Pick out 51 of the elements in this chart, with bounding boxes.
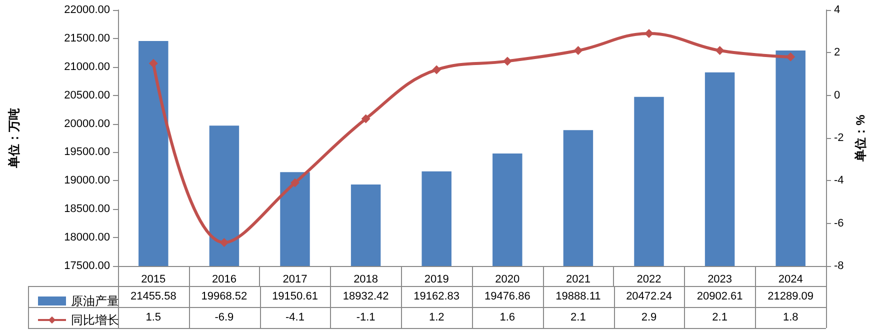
x-tick-label: 2016 xyxy=(212,274,236,286)
data-label: 1.5 xyxy=(146,312,162,324)
y2-tick-label: -6 xyxy=(834,217,844,230)
data-label: 1.8 xyxy=(782,312,798,324)
y2-tick-label: 0 xyxy=(834,89,840,102)
data-label: 21289.09 xyxy=(768,290,814,302)
y-tick-label: 18000.00 xyxy=(64,232,110,244)
y-tick-label: 19000.00 xyxy=(64,174,110,187)
y2-tick-label: 4 xyxy=(834,4,840,16)
data-label: 20902.61 xyxy=(696,290,743,302)
y-tick-label: 19500.00 xyxy=(64,146,110,158)
x-tick-label: 2015 xyxy=(141,274,166,286)
y2-tick-label: -4 xyxy=(834,174,844,187)
x-tick-label: 2022 xyxy=(636,274,662,286)
data-label: 1.2 xyxy=(428,312,444,324)
y2-tick-label: 2 xyxy=(834,46,840,59)
y-axis-title: 单位：万吨 xyxy=(7,108,21,169)
x-tick-label: 2024 xyxy=(778,274,803,286)
x-tick-label: 2020 xyxy=(495,274,520,286)
data-label: 19888.11 xyxy=(556,290,601,302)
y-tick-label: 21500.00 xyxy=(64,32,110,44)
y-tick-label: 17500.00 xyxy=(64,260,110,272)
data-label: 19476.86 xyxy=(484,290,530,302)
data-label: 21455.58 xyxy=(130,290,176,302)
y-tick-label: 21000.00 xyxy=(64,60,110,73)
y-tick-label: 18500.00 xyxy=(64,203,110,216)
y-tick-label: 20500.00 xyxy=(64,89,110,102)
x-tick-label: 2017 xyxy=(282,274,308,286)
x-tick-label: 2023 xyxy=(708,274,732,286)
data-label: 19150.61 xyxy=(272,290,318,302)
data-label: 2.1 xyxy=(712,312,728,324)
data-label: 19162.83 xyxy=(414,290,460,302)
data-label: 18932.42 xyxy=(342,290,389,302)
y-tick-label: 20000.00 xyxy=(64,118,110,130)
data-label: 2.1 xyxy=(570,312,586,324)
legend-label: 原油产量 xyxy=(71,294,119,308)
x-tick-label: 2021 xyxy=(566,274,590,286)
legend-label: 同比增长 xyxy=(71,313,119,327)
y2-tick-label: -2 xyxy=(834,132,844,144)
data-label: -4.1 xyxy=(286,312,304,324)
data-label: 1.6 xyxy=(500,312,516,324)
data-label: -6.9 xyxy=(214,312,234,324)
x-tick-label: 2019 xyxy=(424,274,449,286)
data-label: 20472.24 xyxy=(626,290,672,302)
y2-axis-title: 单位：% xyxy=(854,114,868,162)
x-tick-label: 2018 xyxy=(354,274,378,286)
data-label: 19968.52 xyxy=(201,290,248,302)
data-label: 2.9 xyxy=(641,312,657,324)
y-tick-label: 22000.00 xyxy=(64,4,110,16)
y2-tick-label: -8 xyxy=(834,260,844,272)
data-label: -1.1 xyxy=(356,312,376,324)
